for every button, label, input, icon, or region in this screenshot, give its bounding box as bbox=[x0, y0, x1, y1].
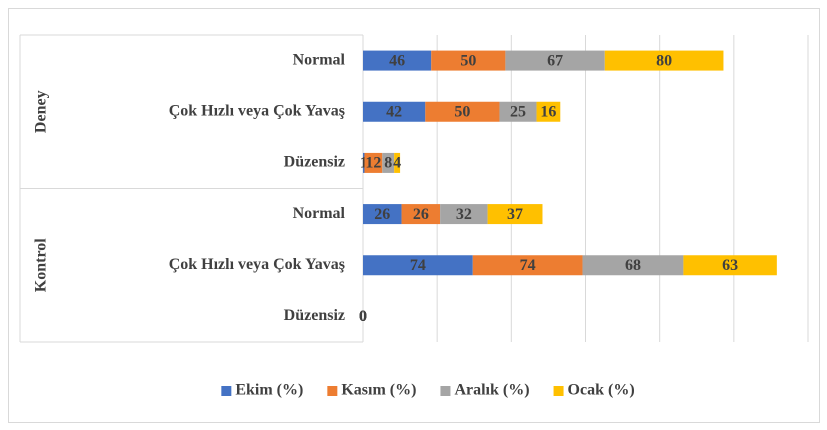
bar-segment bbox=[363, 101, 426, 122]
group-label: Deney bbox=[33, 90, 50, 133]
data-label: 4 bbox=[393, 155, 401, 172]
data-label: 8 bbox=[384, 155, 392, 172]
data-label: 0 bbox=[359, 308, 367, 325]
data-label: 25 bbox=[510, 103, 526, 120]
data-label: 0 bbox=[359, 308, 367, 325]
data-label: 50 bbox=[460, 52, 476, 69]
data-label: 0 bbox=[359, 308, 367, 325]
category-label: Çok Hızlı veya Çok Yavaş bbox=[169, 102, 345, 119]
bar-segment bbox=[363, 152, 365, 173]
legend-swatch bbox=[327, 386, 338, 396]
data-label: 67 bbox=[547, 52, 563, 69]
data-label: 68 bbox=[625, 257, 641, 274]
category-label: Düzensiz bbox=[284, 154, 345, 171]
data-label: 32 bbox=[456, 206, 472, 223]
legend-label: Ocak (%) bbox=[568, 382, 635, 399]
group-label: Kontrol bbox=[33, 238, 50, 292]
bar-segment bbox=[604, 50, 724, 71]
data-label: 16 bbox=[540, 103, 556, 120]
bar-segment bbox=[472, 255, 583, 276]
bar-segment bbox=[382, 152, 395, 173]
bar-segment bbox=[499, 101, 537, 122]
category-label: Çok Hızlı veya Çok Yavaş bbox=[169, 256, 345, 273]
data-label: 46 bbox=[389, 52, 405, 69]
bar-segment bbox=[440, 204, 488, 225]
data-label: 1 bbox=[360, 155, 368, 172]
data-label: 26 bbox=[374, 206, 390, 223]
data-label: 50 bbox=[454, 103, 470, 120]
bar-segment bbox=[683, 255, 777, 276]
bar-segment bbox=[363, 50, 432, 71]
bar-segment bbox=[582, 255, 684, 276]
bar-segment bbox=[536, 101, 561, 122]
category-label: Düzensiz bbox=[284, 307, 345, 324]
category-label: Normal bbox=[293, 51, 346, 68]
data-label: 74 bbox=[410, 257, 426, 274]
legend-label: Ekim (%) bbox=[235, 382, 303, 399]
bar-segment bbox=[394, 152, 401, 173]
bar-segment bbox=[487, 204, 543, 225]
data-label: 63 bbox=[722, 257, 738, 274]
data-label: 74 bbox=[520, 257, 536, 274]
legend-swatch bbox=[440, 386, 451, 396]
category-label: Normal bbox=[293, 205, 346, 222]
bar-segment bbox=[364, 152, 383, 173]
data-label: 37 bbox=[507, 206, 523, 223]
data-label: 0 bbox=[359, 308, 367, 325]
legend-label: Aralık (%) bbox=[454, 382, 529, 399]
legend-label: Kasım (%) bbox=[341, 382, 416, 399]
bar-segment bbox=[431, 50, 506, 71]
bar-segment bbox=[363, 204, 402, 225]
bar-segment bbox=[401, 204, 441, 225]
bar-segment bbox=[425, 101, 500, 122]
data-label: 80 bbox=[656, 52, 672, 69]
data-label: 26 bbox=[413, 206, 429, 223]
data-label: 12 bbox=[365, 155, 381, 172]
legend-swatch bbox=[221, 386, 232, 396]
bar-segment bbox=[505, 50, 605, 71]
data-label: 42 bbox=[386, 103, 402, 120]
bar-segment bbox=[363, 255, 473, 276]
legend-swatch bbox=[553, 386, 564, 396]
